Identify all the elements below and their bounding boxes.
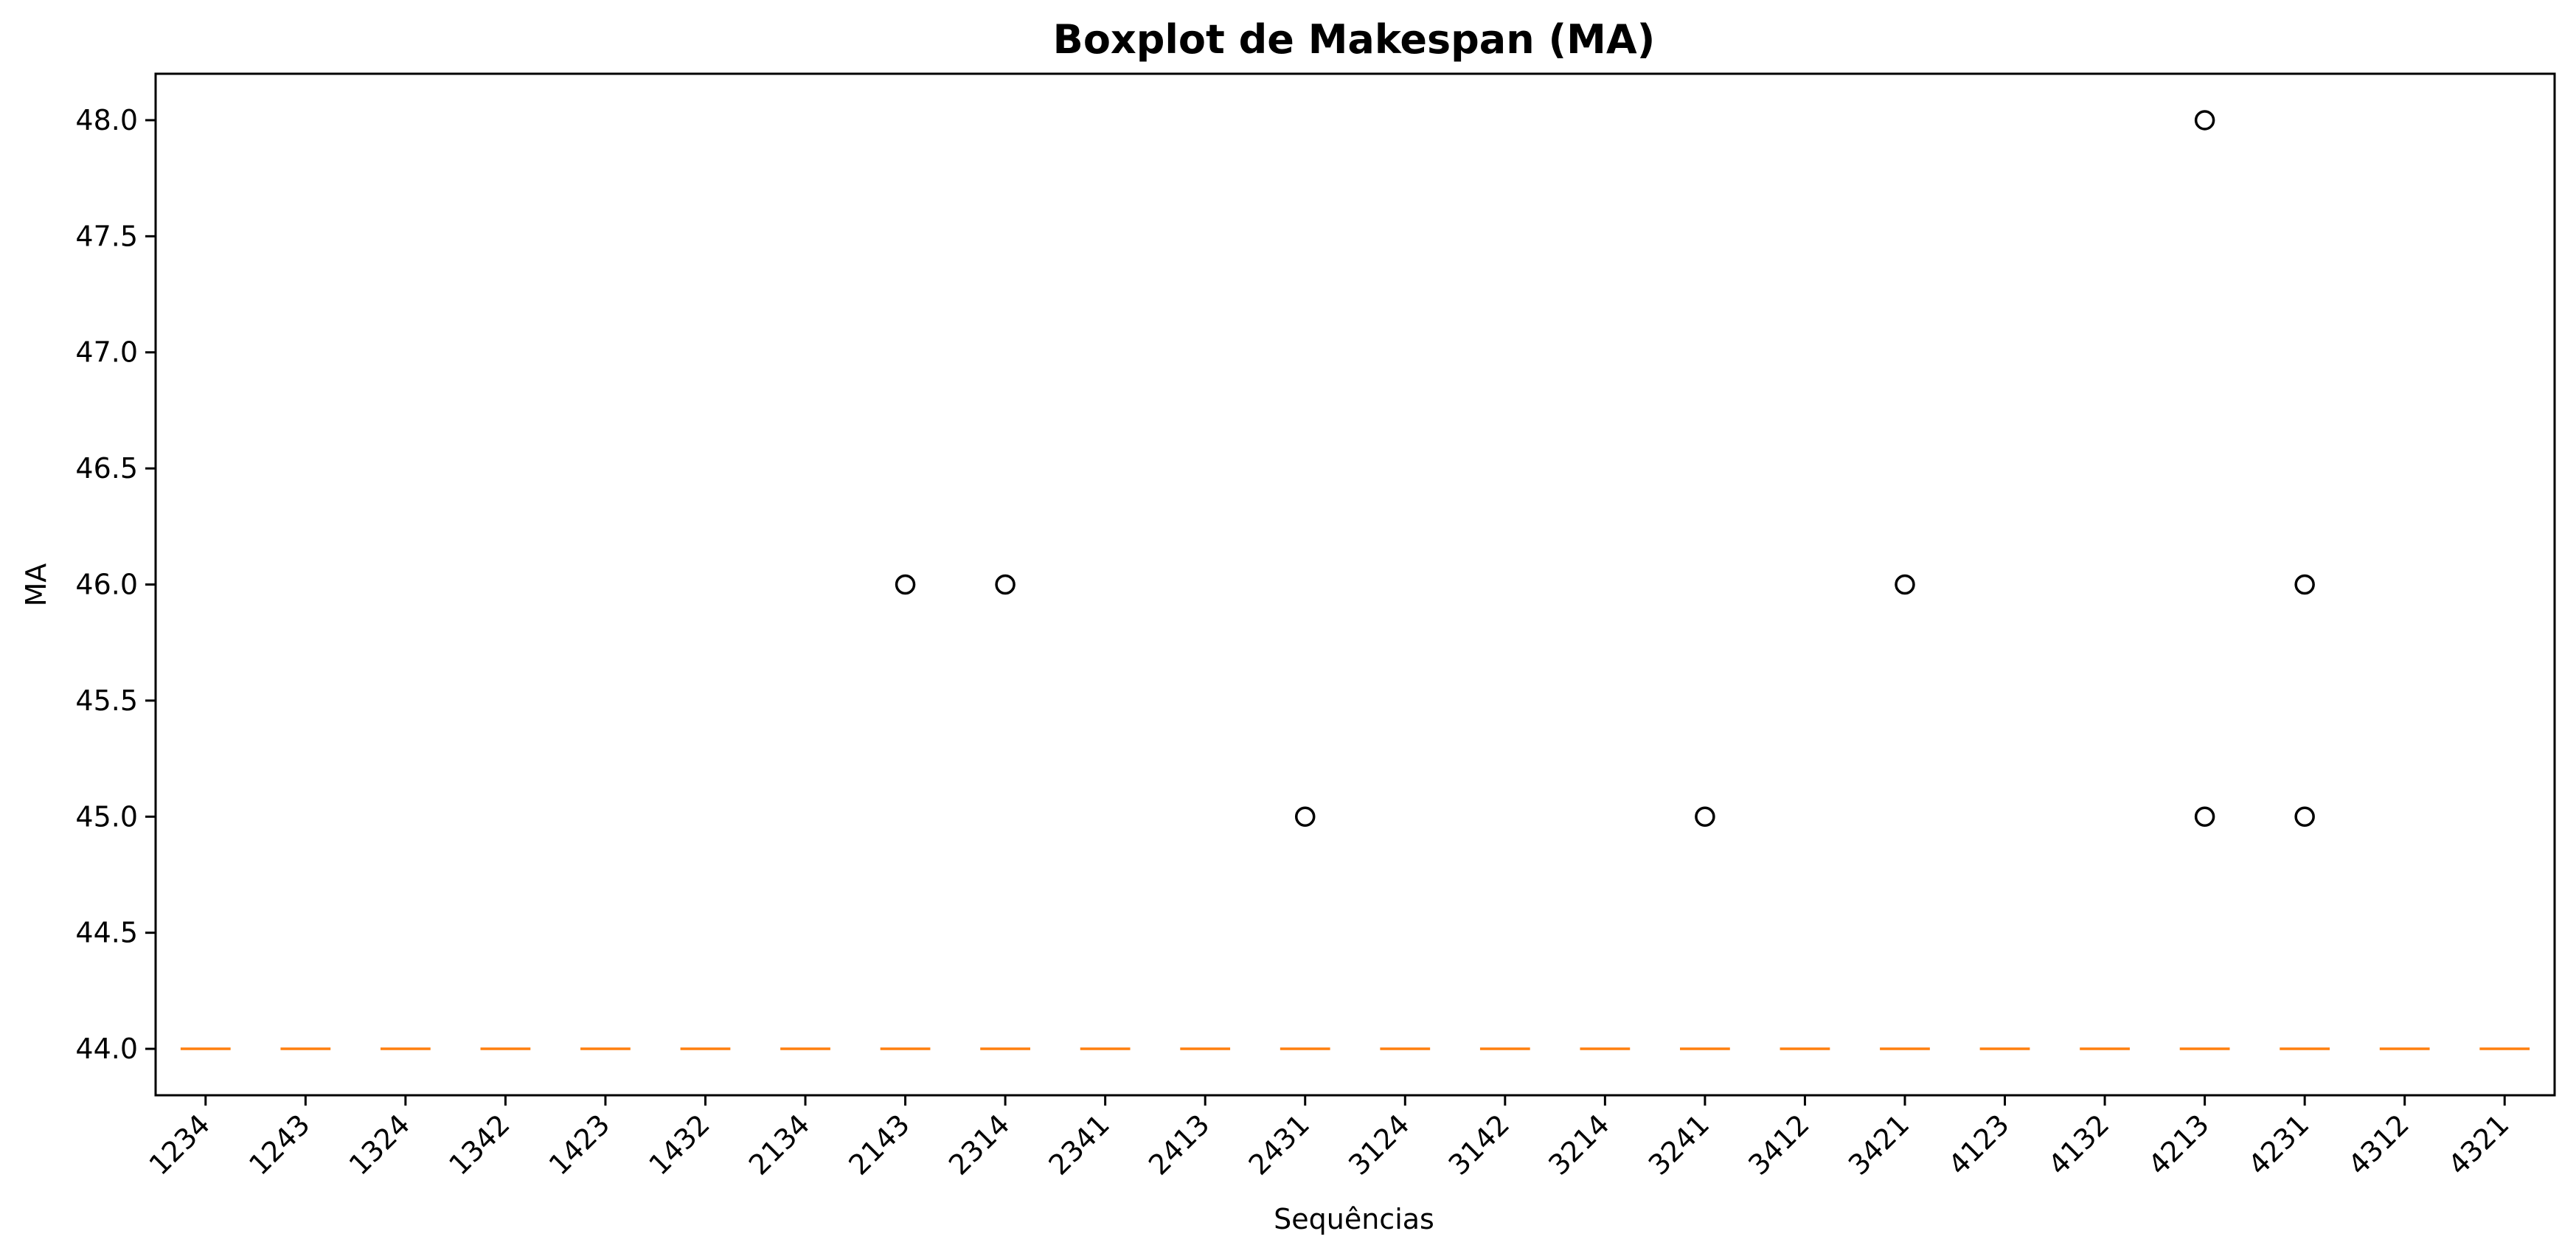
x-tick-label: 3124 [1342, 1108, 1416, 1182]
x-tick-label: 2314 [942, 1108, 1016, 1182]
chart-title: Boxplot de Makespan (MA) [1053, 16, 1656, 63]
outlier-point [1294, 806, 1316, 828]
x-tick-label: 1234 [143, 1108, 217, 1182]
outlier-point [2194, 110, 2215, 131]
y-tick-label: 47.5 [75, 220, 138, 252]
outlier-point [2194, 806, 2215, 828]
x-tick-label: 2413 [1142, 1108, 1216, 1182]
x-tick-label: 2341 [1043, 1108, 1117, 1182]
x-tick-label: 3214 [1542, 1108, 1616, 1182]
x-tick-label: 3142 [1443, 1108, 1516, 1182]
y-tick-label: 44.5 [75, 917, 138, 949]
x-tick-label: 4231 [2242, 1108, 2316, 1182]
x-tick-label: 2143 [842, 1108, 916, 1182]
x-tick-label: 1432 [642, 1108, 716, 1182]
plot-frame [154, 72, 2556, 1097]
outlier-point [2294, 806, 2315, 828]
x-tick-label: 1342 [442, 1108, 516, 1182]
x-tick-label: 2431 [1243, 1108, 1316, 1182]
x-tick-label: 4321 [2442, 1108, 2516, 1182]
outlier-point [895, 574, 916, 595]
y-tick-label: 47.0 [75, 336, 138, 369]
plot-area: 44.0 44.5 45.0 45.5 46.0 46.5 47.0 47.5 48.0 1234… [75, 104, 2530, 1182]
x-tick-label: 4123 [1942, 1108, 2016, 1182]
y-tick-label: 48.0 [75, 104, 138, 136]
x-tick-label: 2134 [743, 1108, 816, 1182]
x-tick-label: 4312 [2342, 1108, 2416, 1182]
y-axis-label: MA [20, 563, 52, 607]
x-axis-label: Sequências [1274, 1203, 1434, 1235]
x-tick-label: 1423 [543, 1108, 617, 1182]
x-tick-label: 3241 [1642, 1108, 1716, 1182]
x-tick-label: 1243 [243, 1108, 316, 1182]
outlier-point [1895, 574, 1915, 595]
y-tick-label: 45.5 [75, 684, 138, 717]
x-tick-label: 3421 [1842, 1108, 1916, 1182]
x-tick-label: 4132 [2042, 1108, 2116, 1182]
x-tick-label: 3412 [1742, 1108, 1816, 1182]
x-tick-label: 4213 [2142, 1108, 2215, 1182]
y-tick-label: 45.0 [75, 800, 138, 833]
y-tick-label: 46.0 [75, 569, 138, 601]
x-tick-label: 1324 [343, 1108, 417, 1182]
outlier-point [2294, 574, 2315, 595]
outlier-point [995, 574, 1016, 595]
y-tick-label: 46.5 [75, 452, 138, 485]
y-tick-label: 44.0 [75, 1033, 138, 1065]
outlier-point [1695, 806, 1715, 828]
